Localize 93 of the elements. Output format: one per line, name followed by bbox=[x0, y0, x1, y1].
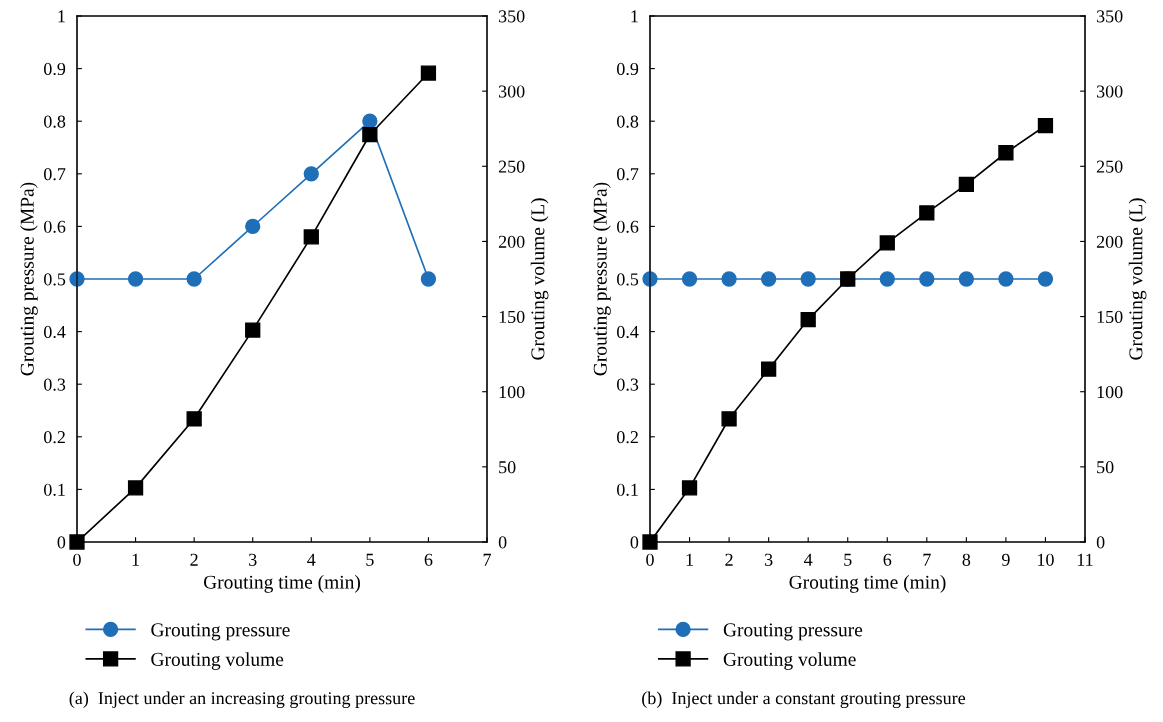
y-tick-label: 0.9 bbox=[44, 62, 66, 76]
x-tick-label: 9 bbox=[1001, 553, 1010, 566]
point bbox=[721, 411, 737, 427]
point bbox=[303, 229, 319, 245]
legend-label: Grouting pressure bbox=[151, 623, 290, 641]
x-tick-label: 5 bbox=[366, 553, 374, 566]
y2-tick-label: 100 bbox=[1097, 385, 1123, 399]
x-tick-label: 6 bbox=[424, 553, 433, 566]
point bbox=[127, 271, 144, 287]
y-tick-label: 1 bbox=[58, 10, 65, 23]
x-tick-label: 3 bbox=[249, 553, 257, 566]
point bbox=[958, 176, 975, 192]
y2-tick-label: 150 bbox=[499, 310, 525, 324]
y2-tick-label: 350 bbox=[1096, 10, 1123, 23]
x-tick-label: 1 bbox=[686, 553, 693, 566]
x-axis-title: Grouting time (min) bbox=[789, 575, 946, 593]
y2-axis-title: Grouting volume (L) bbox=[530, 198, 549, 360]
x-tick-label: 0 bbox=[73, 553, 81, 566]
point bbox=[186, 411, 202, 427]
y2-tick-label: 50 bbox=[499, 461, 516, 474]
y-tick-label: 0.8 bbox=[617, 115, 639, 128]
point bbox=[362, 113, 378, 129]
x-tick-label: 7 bbox=[923, 553, 931, 566]
point bbox=[186, 271, 202, 287]
legend-label: Grouting volume bbox=[723, 652, 856, 670]
y2-tick-label: 350 bbox=[498, 10, 525, 23]
y2-tick-label: 250 bbox=[498, 160, 525, 173]
y-tick-label: 0.8 bbox=[44, 115, 66, 128]
y2-tick-label: 300 bbox=[498, 85, 525, 98]
y-tick-label: 0.2 bbox=[44, 431, 65, 444]
y-tick-label: 0.2 bbox=[617, 431, 638, 444]
y-tick-label: 0.6 bbox=[44, 220, 66, 233]
legend-label: Grouting volume bbox=[151, 652, 284, 670]
point bbox=[127, 480, 144, 496]
y-tick-label: 0.1 bbox=[44, 483, 65, 496]
y-tick-label: 0 bbox=[630, 536, 639, 549]
y2-tick-label: 300 bbox=[1096, 85, 1123, 98]
y-tick-label: 0.9 bbox=[617, 62, 639, 76]
legend-label: Grouting pressure bbox=[723, 623, 863, 641]
y2-tick-label: 200 bbox=[498, 235, 525, 248]
x-tick-label: 2 bbox=[725, 553, 733, 566]
x-tick-label: 6 bbox=[883, 553, 892, 566]
y2-tick-label: 200 bbox=[1096, 235, 1123, 248]
x-tick-label: 0 bbox=[646, 553, 654, 566]
y2-tick-label: 100 bbox=[499, 385, 525, 399]
y2-axis-title: Grouting volume (L) bbox=[1128, 198, 1147, 360]
point bbox=[681, 480, 698, 496]
x-tick-label: 10 bbox=[1038, 553, 1054, 566]
y2-tick-label: 50 bbox=[1097, 461, 1114, 474]
y2-tick-label: 150 bbox=[1097, 310, 1123, 324]
point bbox=[800, 311, 816, 328]
y-tick-label: 0.3 bbox=[617, 378, 639, 391]
x-tick-label: 3 bbox=[764, 553, 773, 566]
point bbox=[760, 361, 777, 377]
point bbox=[69, 534, 85, 550]
y-tick-label: 0.5 bbox=[44, 273, 66, 286]
point bbox=[879, 235, 895, 251]
x-tick-label: 4 bbox=[804, 553, 813, 566]
x-tick-label: 5 bbox=[844, 553, 852, 566]
text: (a) Inject under an increasing grouting pressure bbox=[69, 691, 415, 709]
y-axis-title: Grouting pressure (MPa) bbox=[593, 182, 611, 376]
y-axis-title: Grouting pressure (MPa) bbox=[20, 182, 38, 376]
x-tick-label: 8 bbox=[962, 553, 971, 566]
x-tick-label: 2 bbox=[190, 553, 198, 566]
point bbox=[420, 65, 437, 81]
point bbox=[420, 271, 437, 287]
y2-tick-label: 250 bbox=[1096, 160, 1123, 173]
y-tick-label: 0.5 bbox=[617, 273, 639, 286]
point bbox=[919, 205, 935, 221]
point bbox=[303, 166, 319, 182]
x-tick-label: 4 bbox=[307, 553, 316, 566]
y-tick-label: 0.7 bbox=[617, 168, 639, 181]
x-tick-label: 1 bbox=[132, 553, 139, 566]
point bbox=[998, 145, 1014, 161]
text: (b) Inject under a constant grouting pressure bbox=[642, 691, 966, 709]
point bbox=[245, 218, 261, 235]
y-tick-label: 0.7 bbox=[44, 168, 66, 181]
y-tick-label: 0.6 bbox=[617, 220, 639, 233]
point bbox=[1037, 118, 1054, 134]
y-tick-label: 1 bbox=[631, 10, 638, 23]
y2-tick-label: 0 bbox=[498, 536, 507, 549]
y-tick-label: 0.3 bbox=[44, 378, 66, 391]
x-axis-title: Grouting time (min) bbox=[203, 575, 360, 593]
y-tick-label: 0.1 bbox=[617, 483, 638, 496]
y-tick-label: 0.4 bbox=[44, 325, 66, 339]
y-tick-label: 0.4 bbox=[617, 325, 639, 339]
point bbox=[245, 322, 261, 338]
x-tick-label: 7 bbox=[483, 553, 491, 566]
point bbox=[642, 534, 658, 550]
y2-tick-label: 0 bbox=[1096, 536, 1105, 549]
y-tick-label: 0 bbox=[57, 536, 66, 549]
point bbox=[362, 127, 378, 143]
x-tick-label: 11 bbox=[1077, 553, 1093, 566]
